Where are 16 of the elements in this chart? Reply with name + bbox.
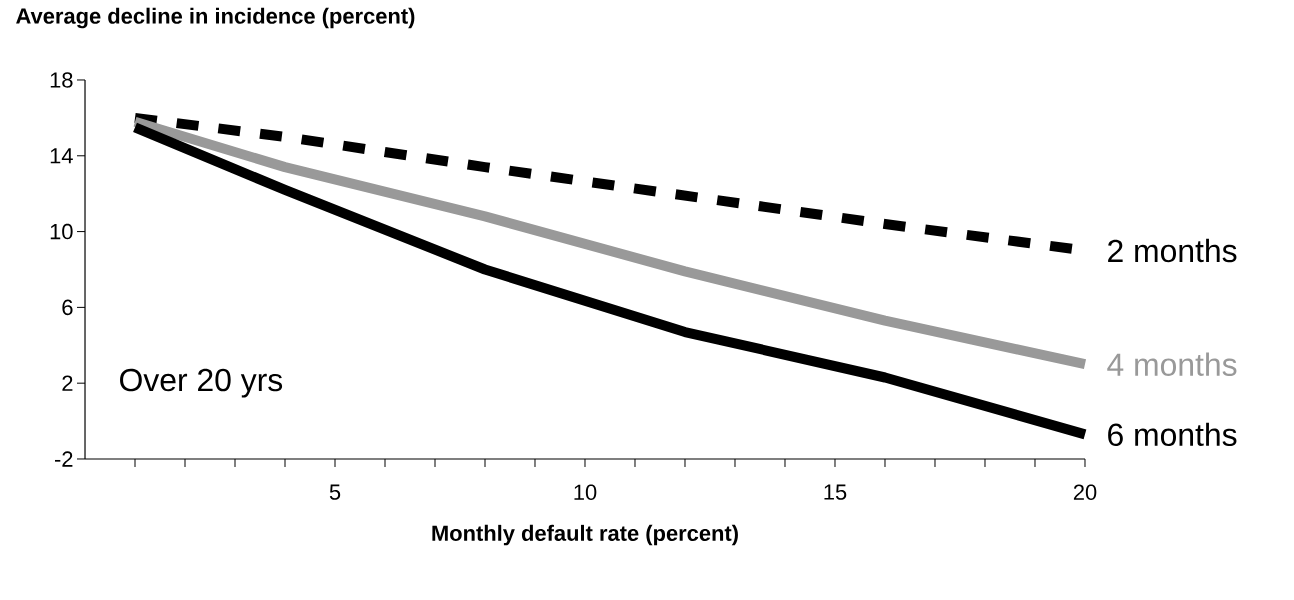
x-tick-label: 20: [1073, 484, 1097, 501]
y-tick-label: 10: [50, 223, 73, 240]
y-tick-label: 14: [50, 148, 73, 164]
series-label: 6 months: [1108, 422, 1237, 447]
y-tick-label: 2: [62, 375, 73, 391]
y-tick-label: 18: [50, 72, 73, 88]
x-tick-label: 5: [329, 484, 341, 500]
y-tick-label: 6: [62, 299, 73, 316]
x-tick-label: 15: [824, 484, 847, 500]
x-axis-title: Monthly default rate (percent): [432, 524, 738, 546]
annotation: Over 20 yrs: [120, 368, 283, 398]
chart-title: Average decline in incidence (percent): [16, 7, 415, 29]
y-tick-label: -2: [54, 451, 73, 467]
series-label: 4 months: [1107, 352, 1237, 376]
series-label: 2 months: [1108, 238, 1237, 263]
x-tick-label: 10: [574, 484, 597, 501]
